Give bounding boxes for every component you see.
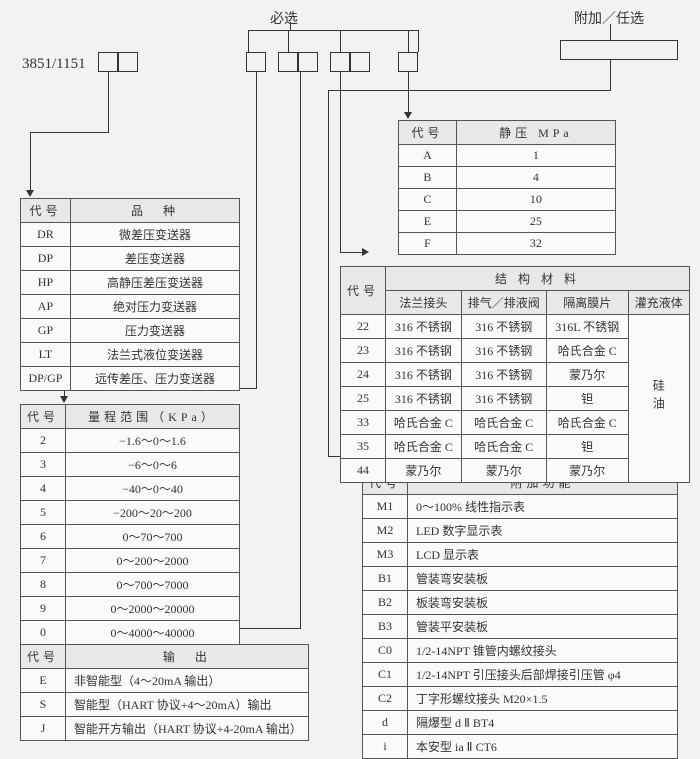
codebox-req-4 <box>330 52 350 72</box>
table-row: 80～700～7000 <box>21 573 240 597</box>
col-header: 代号 <box>21 405 66 429</box>
table-addon: 代号附加功能M10～100% 线性指示表M2LED 数字显示表M3LCD 显示表… <box>362 470 678 759</box>
table-type: 代号品 种DR微差压变送器DP差压变送器HP高静压差压变送器AP绝对压力变送器G… <box>20 198 240 391</box>
table-pressure: 代号静压 MPaA1B4C10E25F32 <box>398 120 616 255</box>
col-header: 品 种 <box>70 199 239 223</box>
table-row: S智能型（HART 协议+4～20mA）输出 <box>21 693 309 717</box>
codebox-req-5 <box>350 52 370 72</box>
codebox-req-3 <box>298 52 318 72</box>
table-row: B4 <box>399 167 616 189</box>
table-row: d隔爆型 d Ⅱ BT4 <box>363 711 678 735</box>
table-row: 4−40～0～40 <box>21 477 240 501</box>
col-header: 输 出 <box>66 645 309 669</box>
table-row: 5−200～20～200 <box>21 501 240 525</box>
label-optional: 附加／任选 <box>574 8 644 28</box>
table-row: 70～200～2000 <box>21 549 240 573</box>
codebox-req-1 <box>246 52 266 72</box>
table-row: J智能开方输出（HART 协议+4-20mA 输出） <box>21 717 309 741</box>
table-row: C2丁字形螺纹接头 M20×1.5 <box>363 687 678 711</box>
codebox-opt <box>560 40 678 60</box>
table-row: E非智能型（4～20mA 输出） <box>21 669 309 693</box>
table-row: C11/2-14NPT 引压接头后部焊接引压管 φ4 <box>363 663 678 687</box>
table-row: 00～4000～40000 <box>21 621 240 645</box>
table-row: HP高静压差压变送器 <box>21 271 240 295</box>
table-row: M10～100% 线性指示表 <box>363 495 678 519</box>
col-header: 静压 MPa <box>456 121 615 145</box>
table-row: A1 <box>399 145 616 167</box>
table-row: AP绝对压力变送器 <box>21 295 240 319</box>
codebox-req-2 <box>278 52 298 72</box>
codebox-model-1 <box>98 52 118 72</box>
col-header: 代号 <box>21 199 71 223</box>
table-row: 22316 不锈钢316 不锈钢316L 不锈钢硅油 <box>341 315 690 339</box>
fill-liquid-cell: 硅油 <box>628 315 689 483</box>
table-row: C10 <box>399 189 616 211</box>
table-row: DR微差压变送器 <box>21 223 240 247</box>
table-row: B2板装弯安装板 <box>363 591 678 615</box>
col-header: 量程范围（KPa） <box>66 405 240 429</box>
table-row: LT法兰式液位变送器 <box>21 343 240 367</box>
col-header: 代号 <box>21 645 66 669</box>
table-output: 代号输 出E非智能型（4～20mA 输出）S智能型（HART 协议+4～20mA… <box>20 644 309 741</box>
table-row: 60～70～700 <box>21 525 240 549</box>
table-row: GP压力变送器 <box>21 319 240 343</box>
codebox-model-2 <box>118 52 138 72</box>
label-required: 必选 <box>270 8 298 28</box>
table-material: 代号结 构 材 料法兰接头排气／排液阀隔离膜片灌充液体22316 不锈钢316 … <box>340 266 690 483</box>
table-row: 2−1.6～0～1.6 <box>21 429 240 453</box>
table-row: C01/2-14NPT 锥管内螺纹接头 <box>363 639 678 663</box>
codebox-req-6 <box>398 52 418 72</box>
table-row: B3管装平安装板 <box>363 615 678 639</box>
table-row: DP/GP远传差压、压力变送器 <box>21 367 240 391</box>
label-model: 3851/1151 <box>22 56 86 73</box>
col-header: 代号 <box>399 121 457 145</box>
table-row: 90～2000～20000 <box>21 597 240 621</box>
table-row: i本安型 ia Ⅱ CT6 <box>363 735 678 759</box>
table-row: 3−6～0～6 <box>21 453 240 477</box>
table-row: B1管装弯安装板 <box>363 567 678 591</box>
table-row: DP差压变送器 <box>21 247 240 271</box>
table-row: F32 <box>399 233 616 255</box>
table-range: 代号量程范围（KPa）2−1.6～0～1.63−6～0～64−40～0～405−… <box>20 404 240 645</box>
table-row: M3LCD 显示表 <box>363 543 678 567</box>
table-row: E25 <box>399 211 616 233</box>
table-row: M2LED 数字显示表 <box>363 519 678 543</box>
